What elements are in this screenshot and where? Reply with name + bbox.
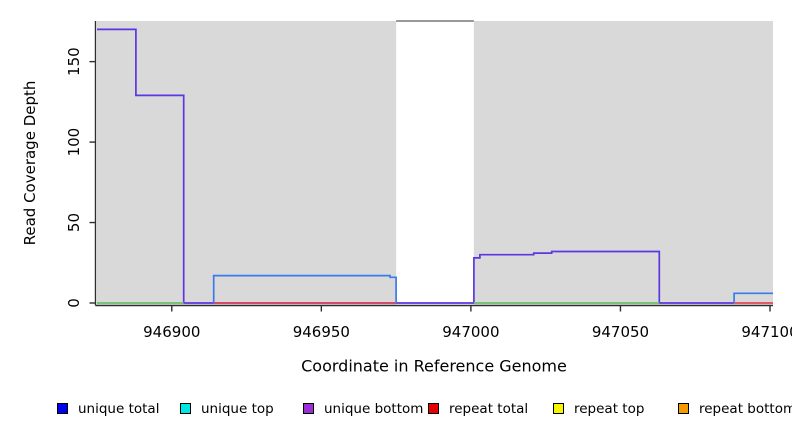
series-unique-bottom-coverage <box>97 28 735 304</box>
legend-item-repeat-top: repeat top <box>553 400 645 417</box>
shaded-unique-region-left <box>97 21 397 305</box>
legend-swatch-unique-top <box>180 403 191 414</box>
x-tick-label: 947050 <box>592 323 649 341</box>
legend-item-unique-top: unique top <box>180 400 274 417</box>
legend-item-repeat-total: repeat total <box>428 400 529 417</box>
legend-label: unique total <box>78 400 160 417</box>
x-tick-label: 947000 <box>442 323 499 341</box>
y-tick-label: 0 <box>65 298 83 308</box>
legend-item-unique-bottom: unique bottom <box>303 400 424 417</box>
legend-label: repeat total <box>449 400 529 417</box>
x-axis-title: Coordinate in Reference Genome <box>301 356 567 376</box>
legend-label: unique bottom <box>324 400 424 417</box>
y-tick-label: 100 <box>65 128 83 157</box>
legend-swatch-repeat-top <box>553 403 564 414</box>
legend-item-repeat-bottom: repeat bottom <box>678 400 792 417</box>
legend-label: repeat bottom <box>699 400 792 417</box>
x-tick-label: 946950 <box>293 323 350 341</box>
series-unique-total-coverage-right <box>733 292 773 303</box>
legend-swatch-unique-total <box>57 403 68 414</box>
series-unique-total-coverage-left <box>212 274 397 303</box>
y-tick-label: 50 <box>65 213 83 232</box>
legend-label: repeat top <box>574 400 645 417</box>
y-tick-label: 150 <box>65 47 83 76</box>
legend-swatch-unique-bottom <box>303 403 314 414</box>
legend-label: unique top <box>201 400 274 417</box>
legend-item-unique-total: unique total <box>57 400 160 417</box>
y-axis-title: Read Coverage Depth <box>21 80 39 246</box>
legend-swatch-repeat-total <box>428 403 439 414</box>
legend-swatch-repeat-bottom <box>678 403 689 414</box>
x-tick-label: 946900 <box>143 323 200 341</box>
shaded-unique-region-right <box>473 21 773 305</box>
